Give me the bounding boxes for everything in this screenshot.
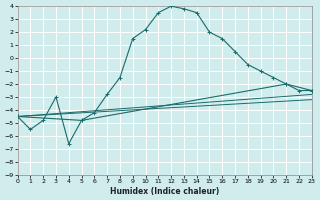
X-axis label: Humidex (Indice chaleur): Humidex (Indice chaleur) (110, 187, 219, 196)
